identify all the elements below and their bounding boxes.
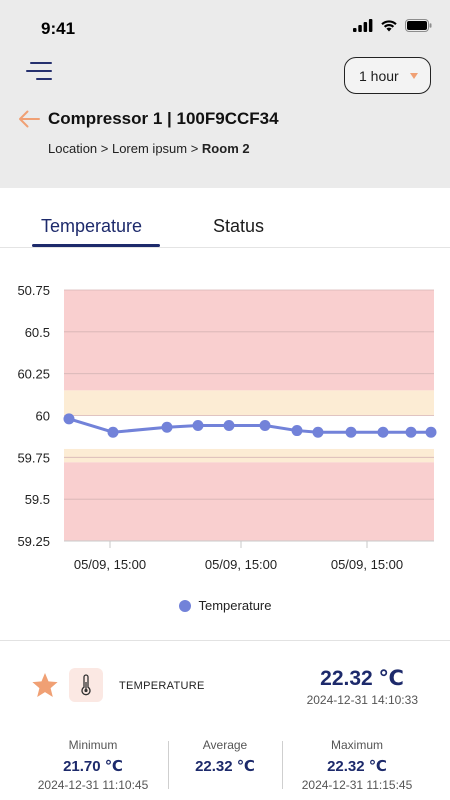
data-point <box>223 420 235 432</box>
y-tick-label: 50.75 <box>17 283 50 298</box>
chevron-down-icon <box>410 73 418 79</box>
x-tick-label: 05/09, 15:00 <box>205 557 277 572</box>
battery-icon <box>405 19 432 32</box>
current-value: 22.32 ℃ <box>320 667 404 690</box>
stat-label: Minimum <box>68 738 118 752</box>
star-icon[interactable] <box>31 672 59 699</box>
data-point <box>425 426 437 438</box>
tab-temperature[interactable]: Temperature <box>41 216 143 236</box>
stat-separator <box>168 741 169 789</box>
current-timestamp: 2024-12-31 14:10:33 <box>306 693 418 707</box>
tab-status[interactable]: Status <box>213 216 265 236</box>
temperature-chart: 50.75 60.5 60.25 60 59.75 59.5 59.25 05/09, 15:… <box>17 283 437 572</box>
menu-line <box>26 70 52 73</box>
wifi-icon <box>381 20 397 32</box>
stat-value: 22.32 ℃ <box>327 758 387 775</box>
chart-legend[interactable]: Temperature <box>0 598 450 613</box>
breadcrumb-path: Location > Lorem ipsum > <box>48 141 202 156</box>
y-tick-label: 60.25 <box>17 367 50 382</box>
data-point <box>345 426 357 438</box>
data-point <box>405 426 417 438</box>
data-point <box>192 420 204 432</box>
menu-line <box>30 62 52 65</box>
device-title: Compressor 1 | 100F9CCF34 <box>48 109 279 128</box>
stat-timestamp: 2024-12-31 11:15:45 <box>301 778 413 792</box>
data-point <box>377 426 389 438</box>
y-tick-label: 60.5 <box>25 325 50 340</box>
warning-threshold-band <box>64 448 434 463</box>
time-range-value: 1 hour <box>359 67 399 84</box>
tab-bar: Temperature Status <box>0 188 450 248</box>
stat-label: Maximum <box>330 738 383 752</box>
stat-average: Average 22.32 ℃ <box>165 738 285 775</box>
danger-threshold-band <box>64 462 434 541</box>
back-arrow-icon[interactable] <box>18 110 40 128</box>
status-bar-time: 9:41 <box>41 19 76 38</box>
legend-marker <box>178 599 191 612</box>
stat-label: Average <box>202 738 248 752</box>
time-range-select[interactable]: 1 hour <box>344 57 431 94</box>
breadcrumb-current: Room 2 <box>201 141 250 156</box>
legend-label: Temperature <box>198 598 272 613</box>
section-divider <box>0 640 450 641</box>
warning-threshold-band <box>64 390 434 416</box>
active-tab-indicator <box>32 244 160 247</box>
header-area: 9:41 1 hour Compressor 1 | 100F9CCF34 <box>0 0 450 188</box>
stat-timestamp: 2024-12-31 11:10:45 <box>37 778 149 792</box>
y-tick-label: 59.25 <box>17 534 50 549</box>
menu-button[interactable] <box>24 60 54 84</box>
x-tick-label: 05/09, 15:00 <box>331 557 403 572</box>
data-point <box>63 413 75 425</box>
stat-separator <box>282 741 283 789</box>
stat-minimum: Minimum 21.70 ℃ 2024-12-31 11:10:45 <box>23 738 163 792</box>
breadcrumb: Location > Lorem ipsum > Room 2 <box>48 141 250 156</box>
status-bar-icons <box>353 19 432 32</box>
y-tick-label: 60 <box>36 409 50 424</box>
thermometer-icon <box>69 668 103 702</box>
series-line-temperature <box>68 417 431 434</box>
y-tick-label: 59.5 <box>25 492 50 507</box>
data-point <box>312 426 324 438</box>
danger-threshold-band <box>64 290 434 391</box>
data-point <box>259 420 271 432</box>
sensor-type-label: TEMPERATURE <box>119 680 205 692</box>
data-point <box>291 425 303 437</box>
stat-value: 21.70 ℃ <box>63 758 123 775</box>
stat-maximum: Maximum 22.32 ℃ 2024-12-31 11:15:45 <box>287 738 427 792</box>
y-tick-label: 59.75 <box>17 450 50 465</box>
cellular-signal-icon <box>353 19 373 32</box>
menu-line <box>36 78 52 81</box>
data-point <box>161 421 173 433</box>
x-tick-label: 05/09, 15:00 <box>74 557 146 572</box>
stat-value: 22.32 ℃ <box>195 758 255 775</box>
data-point <box>107 426 119 438</box>
